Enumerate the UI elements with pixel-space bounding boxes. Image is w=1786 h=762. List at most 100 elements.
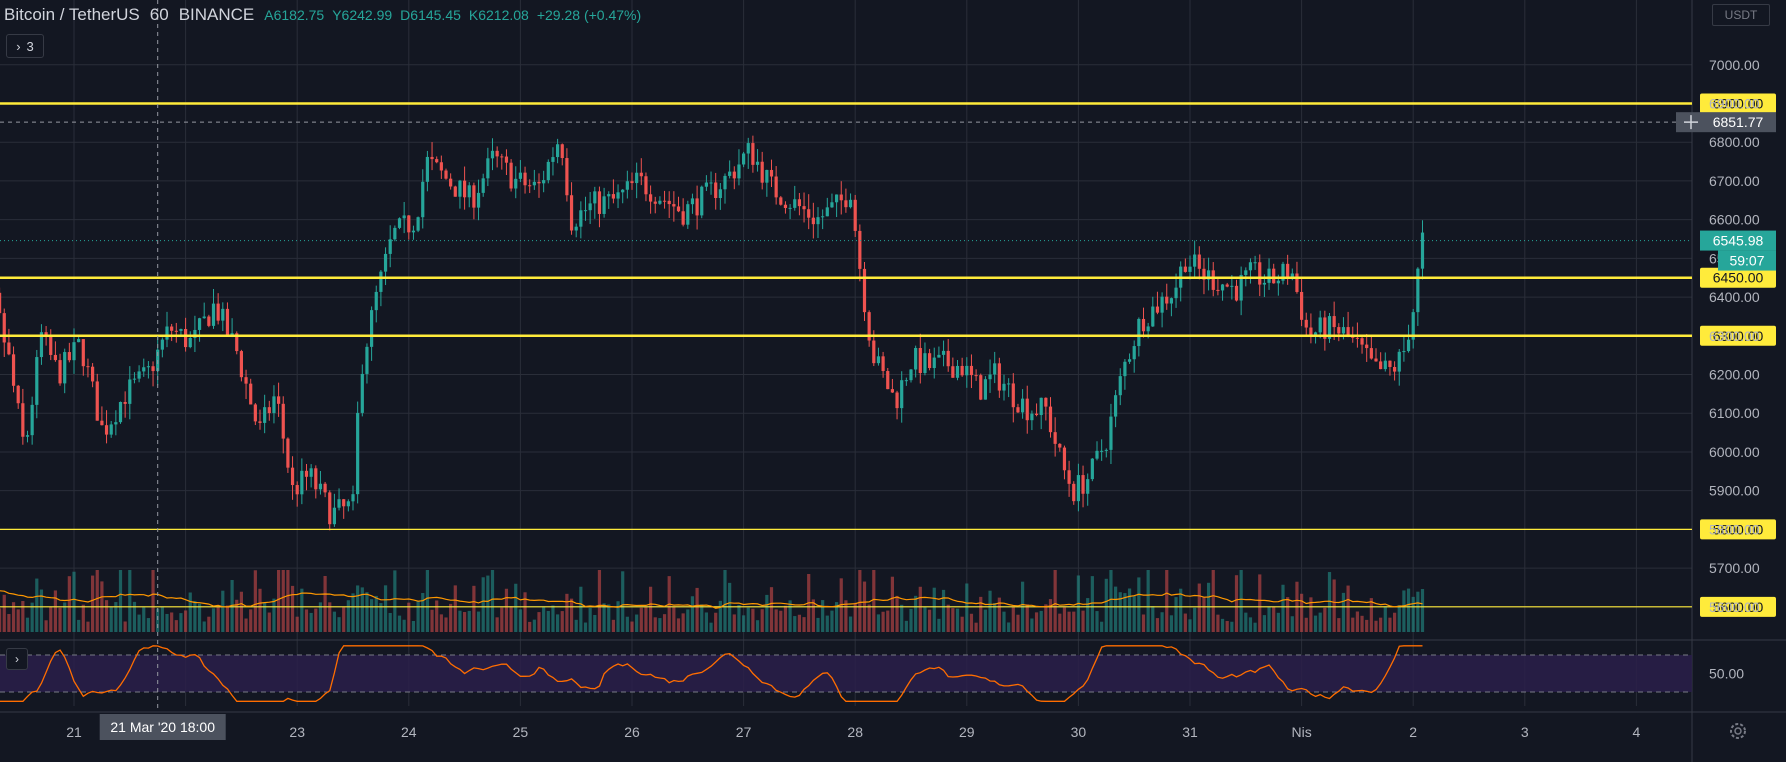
volume-bar bbox=[1318, 612, 1322, 632]
volume-ma-line bbox=[0, 590, 1423, 609]
volume-bar bbox=[2, 594, 6, 632]
volume-bar bbox=[1332, 579, 1336, 632]
horizontal-level-lines[interactable]: 6900.00 6450.00 6300.00 5800.00 5600.00 bbox=[0, 93, 1776, 617]
candle-body bbox=[983, 379, 987, 400]
volume-bar bbox=[170, 612, 174, 632]
candle-body bbox=[876, 356, 881, 364]
volume-bar bbox=[337, 617, 341, 632]
candle-body bbox=[923, 353, 927, 374]
candle-body bbox=[979, 375, 983, 400]
rsi-legend-toggle[interactable]: › bbox=[6, 648, 28, 670]
candle-body bbox=[532, 181, 536, 186]
candle-body bbox=[1197, 254, 1201, 269]
volume-bar bbox=[556, 614, 560, 632]
volume-bar bbox=[16, 609, 20, 632]
volume-bar bbox=[1160, 612, 1164, 632]
volume-bar bbox=[1327, 572, 1332, 632]
symbol-name[interactable]: Bitcoin / TetherUS bbox=[4, 5, 140, 24]
candle-body bbox=[588, 203, 592, 211]
volume-bar bbox=[1286, 597, 1290, 632]
volume-bar bbox=[342, 607, 346, 632]
candle-body bbox=[1030, 413, 1034, 421]
price-tick-label: 6600.00 bbox=[1709, 212, 1760, 228]
volume-bar bbox=[202, 621, 206, 632]
countdown-tag bbox=[1718, 250, 1776, 271]
candle-body bbox=[1090, 458, 1094, 480]
volume-bar bbox=[1039, 610, 1043, 632]
volume-bar bbox=[988, 590, 992, 632]
volume-bar bbox=[783, 605, 788, 632]
volume-bar bbox=[1253, 622, 1257, 632]
candle-body bbox=[1276, 280, 1280, 284]
time-tick-label: 2 bbox=[1409, 724, 1417, 740]
volume-bar bbox=[1309, 597, 1313, 632]
candle-body bbox=[1393, 366, 1397, 372]
candle-body bbox=[649, 194, 653, 202]
price-axis[interactable]: 7000.006900.006800.006700.006600.006500.… bbox=[0, 57, 1776, 615]
volume-bar bbox=[844, 600, 848, 632]
volume-bar bbox=[35, 578, 39, 632]
volume-bar bbox=[174, 620, 178, 632]
candle-body bbox=[1244, 270, 1248, 275]
volume-bar bbox=[537, 612, 541, 632]
candle-body bbox=[1248, 262, 1253, 271]
price-tick-label: 6200.00 bbox=[1709, 367, 1760, 383]
candle-body bbox=[597, 191, 602, 214]
volume-bar bbox=[635, 614, 639, 632]
candle-body bbox=[411, 230, 416, 233]
candle-body bbox=[225, 308, 230, 335]
currency-badge[interactable]: USDT bbox=[1712, 4, 1770, 26]
crosshair-price-label: 6851.77 bbox=[1713, 114, 1764, 130]
volume-bar bbox=[286, 570, 290, 632]
volume-bar bbox=[1095, 611, 1099, 632]
volume-bar bbox=[1100, 621, 1104, 632]
candle-body bbox=[783, 204, 788, 209]
volume-bar bbox=[867, 604, 871, 632]
candle-body bbox=[546, 161, 550, 181]
gear-icon[interactable] bbox=[1730, 723, 1746, 739]
indicator-legend-toggle[interactable]: › 3 bbox=[6, 34, 44, 58]
candle-body bbox=[611, 194, 615, 199]
candle-body bbox=[244, 377, 248, 384]
candle-body bbox=[356, 412, 360, 495]
candle-body bbox=[616, 192, 620, 199]
candle-body bbox=[1072, 483, 1076, 502]
candle-body bbox=[0, 292, 2, 314]
volume-bar bbox=[672, 606, 676, 632]
volume-bar bbox=[1313, 615, 1318, 632]
volume-bar bbox=[542, 607, 546, 632]
price-tick-label: 7000.00 bbox=[1709, 57, 1760, 73]
volume-bar bbox=[690, 596, 695, 632]
candle-body bbox=[1286, 263, 1290, 279]
volume-bar bbox=[1053, 570, 1057, 632]
candle-body bbox=[537, 181, 541, 184]
volume-bar bbox=[960, 616, 964, 632]
volume-bar bbox=[993, 602, 997, 632]
candle-body bbox=[1151, 306, 1155, 327]
volume-bar bbox=[662, 614, 667, 632]
volume-bar bbox=[597, 570, 602, 632]
volume-bar bbox=[1272, 606, 1276, 632]
volume-bar bbox=[1416, 591, 1420, 632]
volume-bar bbox=[1123, 593, 1127, 632]
volume-bar bbox=[142, 607, 146, 632]
candle-body bbox=[1253, 262, 1257, 264]
time-tick-label: 29 bbox=[959, 724, 975, 740]
volume-bar bbox=[551, 605, 555, 632]
candle-body bbox=[993, 363, 997, 375]
candle-body bbox=[569, 195, 574, 231]
volume-bar bbox=[918, 586, 922, 632]
volume-bar bbox=[430, 609, 434, 632]
volume-bar bbox=[900, 604, 904, 632]
candle-body bbox=[1048, 406, 1053, 433]
candle-body bbox=[742, 153, 746, 165]
volume-bar bbox=[230, 579, 234, 632]
candle-body bbox=[853, 199, 857, 231]
candle-body bbox=[621, 189, 625, 193]
candle-body bbox=[1406, 339, 1411, 352]
candle-body bbox=[193, 329, 197, 338]
candle-body bbox=[816, 217, 820, 225]
interval-label[interactable]: 60 bbox=[149, 5, 169, 24]
candle-body bbox=[235, 333, 239, 352]
